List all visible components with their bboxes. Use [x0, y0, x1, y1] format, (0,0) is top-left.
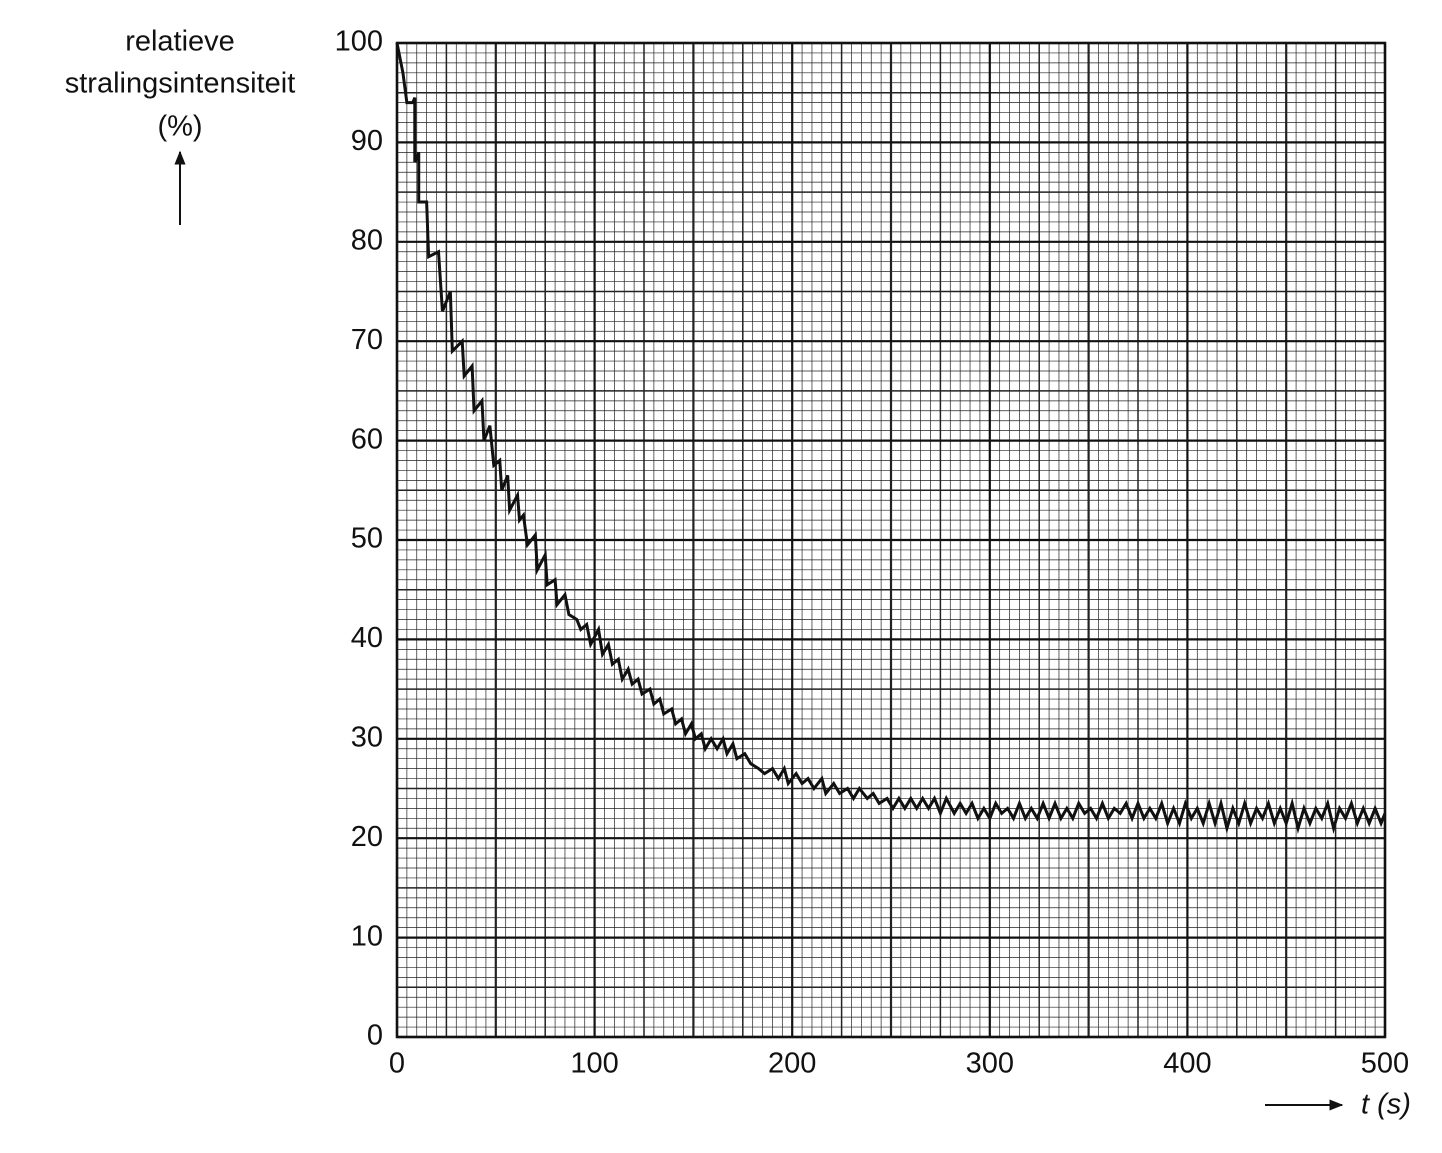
y-axis-label: (%): [157, 111, 202, 143]
x-tick-label: 400: [1163, 1048, 1211, 1080]
x-tick-label: 100: [570, 1048, 618, 1080]
y-tick-label: 100: [335, 26, 383, 58]
plot-frame: [395, 41, 1387, 1039]
y-tick-label: 90: [351, 125, 383, 157]
axes: 0 100 200 300 400 500 0 10 20 30 40 50 60 70 80 90 100: [335, 26, 1410, 1080]
y-tick-label: 10: [351, 920, 383, 952]
y-tick-label: 40: [351, 622, 383, 654]
y-tick-label: 0: [367, 1020, 383, 1052]
grid: [395, 41, 1387, 1039]
y-axis-label: stralingsintensiteit: [65, 68, 296, 100]
y-tick-label: 60: [351, 423, 383, 455]
y-tick-label: 80: [351, 224, 383, 256]
x-tick-label: 500: [1361, 1048, 1409, 1080]
x-tick-label: 200: [768, 1048, 816, 1080]
x-axis-label: t (s): [1361, 1089, 1411, 1121]
y-tick-label: 20: [351, 821, 383, 853]
y-tick-label: 50: [351, 523, 383, 555]
y-tick-label: 70: [351, 324, 383, 356]
data-line: [395, 42, 1387, 835]
x-tick-label: 300: [966, 1048, 1014, 1080]
x-tick-label: 0: [389, 1048, 405, 1080]
y-tick-label: 30: [351, 721, 383, 753]
y-axis-label: relatieve: [125, 26, 235, 58]
